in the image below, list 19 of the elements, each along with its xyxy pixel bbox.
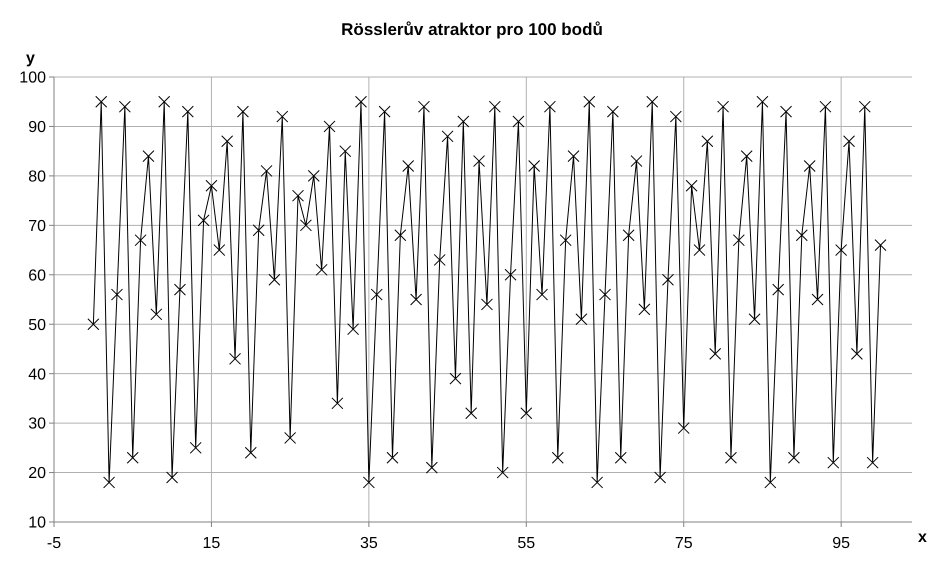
x-tick-label: 15 [202,535,220,552]
x-tick-label: 75 [674,535,693,552]
x-tick-label: 35 [360,535,378,552]
y-tick-label: 70 [28,218,46,235]
chart-title: Rösslerův atraktor pro 100 bodů [341,20,603,39]
y-tick-label: 20 [28,465,46,482]
x-tick-label: 55 [517,535,536,552]
y-tick-label: 100 [19,70,46,87]
y-axis-title: y [26,50,35,67]
y-tick-label: 10 [28,514,46,532]
y-tick-label: 40 [28,366,46,384]
y-tick-label: 90 [28,119,46,136]
x-tick-label: 95 [832,535,850,552]
y-tick-label: 50 [28,316,46,334]
x-axis-title: x [918,529,927,546]
y-tick-label: 80 [28,168,46,186]
y-tick-label: 60 [28,267,46,284]
y-tick-label: 30 [28,416,46,433]
x-tick-label: -5 [46,535,62,552]
